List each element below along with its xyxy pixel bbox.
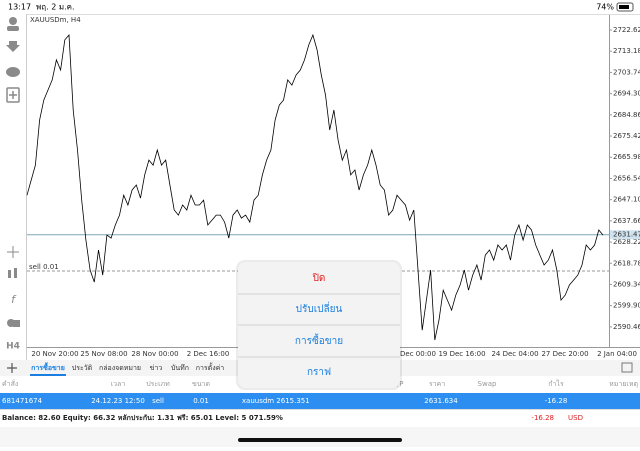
y-tick-label: 2590.460 xyxy=(613,323,640,331)
battery-icon xyxy=(616,2,634,12)
table-cell: 2615.351 xyxy=(276,397,309,405)
column-header: เวลา xyxy=(111,380,126,388)
add-button[interactable] xyxy=(7,363,17,373)
bid-label-bg xyxy=(610,230,640,240)
y-tick-label: 2713.180 xyxy=(613,47,640,55)
table-cell: sell xyxy=(152,397,164,405)
order-label: sell 0.01 xyxy=(29,263,59,271)
tab[interactable]: การซื้อขาย xyxy=(31,361,65,372)
indicator-icon[interactable]: f xyxy=(11,293,17,306)
toolbar-icons xyxy=(6,17,20,327)
x-tick-label: 20 Nov 20:00 xyxy=(31,350,78,358)
timeframe-button[interactable]: H4 xyxy=(6,342,20,352)
home-indicator xyxy=(238,438,402,442)
y-tick-label: 2684.860 xyxy=(613,111,640,119)
y-tick-label: 2647.100 xyxy=(613,196,640,204)
objects-icon-square xyxy=(13,320,20,327)
x-tick-label: 28 Nov 00:00 xyxy=(131,350,178,358)
column-header: คำสั่ง xyxy=(2,379,18,388)
column-header: กำไร xyxy=(548,379,564,388)
new-order-icon[interactable] xyxy=(6,87,20,103)
column-header: ราคา xyxy=(429,380,445,388)
table-cell: -16.28 xyxy=(545,397,568,405)
new-order-plus xyxy=(9,91,17,99)
price-line xyxy=(26,33,604,341)
y-tick-label: 2618.780 xyxy=(613,259,640,267)
table-cell: 24.12.23 12:50 xyxy=(91,397,145,405)
table-cell: 0.01 xyxy=(193,397,209,405)
tab[interactable]: ข่าว xyxy=(150,364,163,372)
column-header: ประเภท xyxy=(146,380,170,388)
column-header: ขนาด xyxy=(192,380,210,388)
y-tick-label: 2665.980 xyxy=(613,153,640,161)
y-tick-label: 2599.900 xyxy=(613,302,640,310)
status-date: พฤ. 2 ม.ค. xyxy=(36,3,75,12)
tab[interactable]: บันทึก xyxy=(171,363,189,372)
y-tick-label: 2656.540 xyxy=(613,174,640,182)
x-tick-label: 27 Dec 20:00 xyxy=(541,350,588,358)
tab-layer: การซื้อขาย ประวัติ กล่องจดหมาย ข่าว บันทึก กา… xyxy=(30,361,224,376)
column-header: หมายเหตุ xyxy=(609,380,638,388)
y-tick-label: 2694.300 xyxy=(613,90,640,98)
crosshair-icon[interactable] xyxy=(7,246,19,258)
selected-row-bg[interactable] xyxy=(0,393,640,409)
x-tick-label: 24 Dec 04:00 xyxy=(491,350,538,358)
table-cell: 2631.634 xyxy=(424,397,458,405)
quotes-icon[interactable] xyxy=(6,41,20,52)
battery-level xyxy=(619,5,629,9)
chart-layer: 2722.620 2713.180 2703.740 2694.300 2684.860… xyxy=(26,26,640,358)
table-cell: xauusdm xyxy=(242,397,274,405)
tab[interactable]: ประวัติ xyxy=(72,364,93,372)
x-tick-label: 2 Jan 04:00 xyxy=(597,350,637,358)
total-profit: -16.28 xyxy=(531,414,554,422)
y-tick-label: 2703.740 xyxy=(613,68,640,76)
x-tick-label: 19 Dec 16:00 xyxy=(438,350,485,358)
chat-icon[interactable] xyxy=(6,67,20,77)
status-time: 13:17 xyxy=(8,3,31,12)
currency: USD xyxy=(568,414,583,422)
chart-type-icon-bar xyxy=(14,268,17,278)
y-tick-label: 2722.620 xyxy=(613,26,640,34)
column-header: Swap xyxy=(478,380,497,388)
chart-symbol: XAUUSDm, H4 xyxy=(30,16,81,24)
tab-underline xyxy=(30,374,66,376)
y-tick-label: 2637.660 xyxy=(613,217,640,225)
status-battery: 74% xyxy=(596,3,614,12)
menu-item[interactable]: การซื้อขาย xyxy=(295,333,343,347)
chart-type-icon[interactable] xyxy=(8,270,11,278)
y-tick-label: 2628.220 xyxy=(613,238,640,246)
x-tick-label: Dec 00:00 xyxy=(400,350,436,358)
x-tick-label: 25 Nov 08:00 xyxy=(80,350,127,358)
table-cell: 681471674 xyxy=(2,397,43,405)
menu-item[interactable]: ปรับเปลี่ยน xyxy=(296,301,343,315)
tab[interactable]: การตั้งค่า xyxy=(196,361,225,372)
tab[interactable]: กล่องจดหมาย xyxy=(99,364,141,372)
layout-button[interactable] xyxy=(621,362,633,373)
x-tick-label: 2 Dec 16:00 xyxy=(187,350,230,358)
account-icon[interactable] xyxy=(9,17,17,25)
bottom-area xyxy=(0,427,640,447)
account-icon-body xyxy=(7,26,19,31)
account-summary: Balance: 82.60 Equity: 66.32 หลักประกัน:… xyxy=(2,414,283,422)
menu-item[interactable]: กราฟ xyxy=(307,367,331,378)
menu-item[interactable]: ปิด xyxy=(312,273,325,284)
bid-label: 2631.474 xyxy=(613,231,640,239)
y-tick-label: 2609.340 xyxy=(613,280,640,288)
y-tick-label: 2675.420 xyxy=(613,132,640,140)
